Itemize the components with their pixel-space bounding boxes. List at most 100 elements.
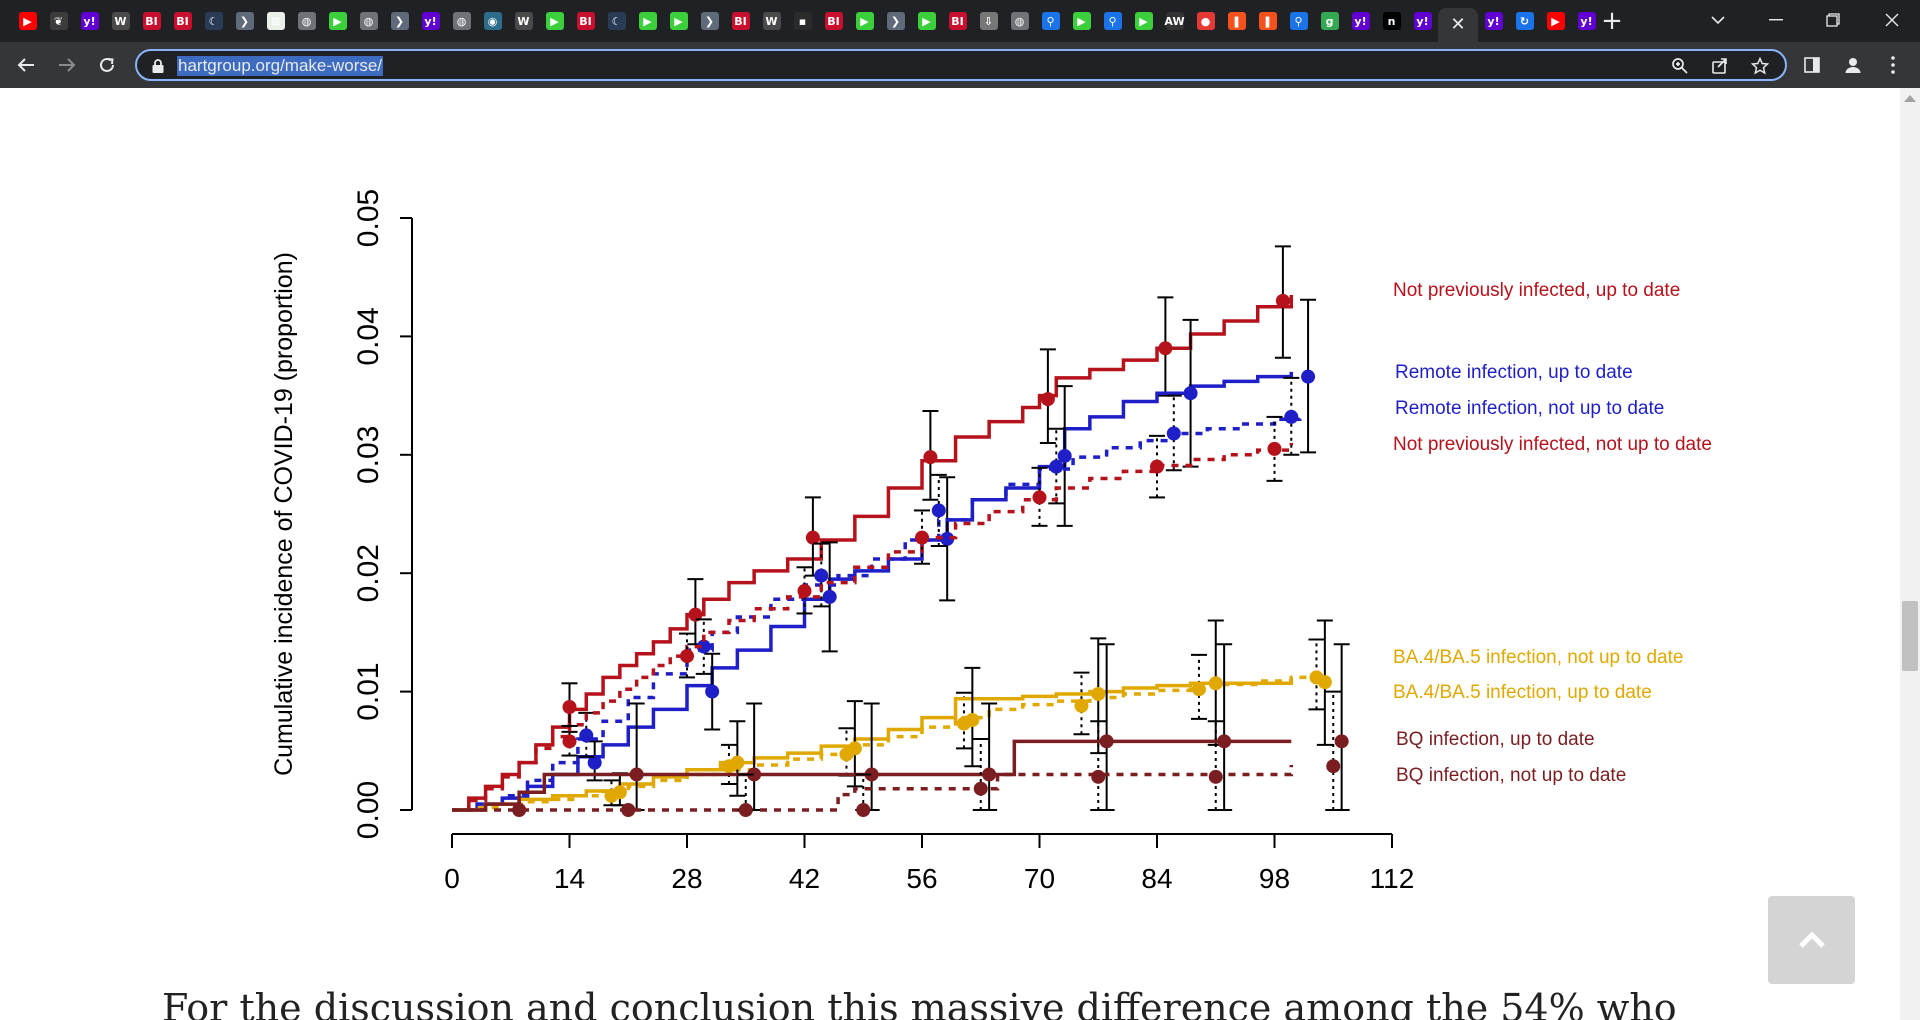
tab[interactable]: W — [105, 9, 136, 33]
arrow-left-icon — [17, 58, 34, 72]
tab[interactable]: ⚲ — [1035, 9, 1066, 33]
tab[interactable]: ▶ — [539, 9, 570, 33]
legend-entry: BQ infection, up to date — [1396, 729, 1595, 750]
tab[interactable]: y! — [1571, 9, 1602, 33]
zoom-icon — [1672, 58, 1688, 74]
tab[interactable]: y! — [1478, 9, 1509, 33]
tab[interactable]: ⚲ — [1097, 9, 1128, 33]
tab[interactable]: y! — [74, 9, 105, 33]
play-icon: ▶ — [669, 12, 688, 30]
legend-entry: BA.4/BA.5 infection, up to date — [1393, 682, 1652, 703]
address-bar[interactable]: hartgroup.org/make-worse/ — [135, 49, 1787, 81]
tab[interactable]: ☾ — [601, 9, 632, 33]
search-icon: ⚲ — [1103, 12, 1122, 30]
minimize-button[interactable] — [1748, 0, 1804, 40]
profile-button[interactable] — [1838, 50, 1868, 80]
tab[interactable]: ◍ — [1004, 9, 1035, 33]
tab[interactable]: ❦ — [43, 9, 74, 33]
tab-search-button[interactable] — [1690, 0, 1746, 40]
tab[interactable]: ❯ — [229, 9, 260, 33]
tab[interactable]: ● — [1190, 9, 1221, 33]
tab[interactable]: ▶ — [322, 9, 353, 33]
lock-icon — [152, 59, 164, 73]
bookmark-star-button[interactable] — [1749, 55, 1771, 77]
bookmark-flag-icon: ❯ — [886, 12, 905, 30]
play-icon: ▶ — [638, 12, 657, 30]
tab[interactable]: ↻ — [1509, 9, 1540, 33]
tab[interactable]: BI — [942, 9, 973, 33]
data-point — [1317, 675, 1332, 690]
tab[interactable]: ▶ — [849, 9, 880, 33]
reload-button[interactable] — [92, 50, 122, 80]
data-point — [822, 589, 837, 604]
tab[interactable]: BI — [167, 9, 198, 33]
tab[interactable]: ◍ — [446, 9, 477, 33]
data-point — [940, 531, 955, 546]
bookmark-ribbon-icon: ❚ — [1227, 12, 1246, 30]
tab[interactable]: ▶ — [12, 9, 43, 33]
star-icon — [1751, 57, 1769, 75]
restore-button[interactable] — [1805, 0, 1861, 40]
tab[interactable]: ❯ — [880, 9, 911, 33]
tab[interactable]: BI — [725, 9, 756, 33]
close-window-button[interactable] — [1864, 0, 1920, 40]
tab[interactable]: g — [1314, 9, 1345, 33]
tab[interactable]: ❚ — [1252, 9, 1283, 33]
tab[interactable]: ▶ — [632, 9, 663, 33]
data-point — [1284, 409, 1299, 424]
close-icon[interactable]: ✕ — [1450, 14, 1466, 35]
globe-icon: ◍ — [452, 12, 471, 30]
tab[interactable]: ▶ — [663, 9, 694, 33]
tab[interactable]: BI — [818, 9, 849, 33]
tab[interactable]: n — [1376, 9, 1407, 33]
bookmark-flag-icon: ❯ — [235, 12, 254, 30]
forward-button[interactable] — [52, 50, 82, 80]
tab-active[interactable]: ✕ — [1438, 8, 1478, 42]
tab[interactable]: ◍ — [353, 9, 384, 33]
series-3 — [452, 415, 1294, 812]
data-point — [1158, 341, 1173, 356]
data-point — [847, 741, 862, 756]
tab[interactable]: ⚲ — [1283, 9, 1314, 33]
tab[interactable]: ⇩ — [973, 9, 1004, 33]
tab[interactable]: ▶ — [1066, 9, 1097, 33]
scroll-up-arrow-icon[interactable] — [1904, 95, 1916, 102]
tab[interactable]: ☾ — [198, 9, 229, 33]
url-text[interactable]: hartgroup.org/make-worse/ — [177, 56, 384, 76]
tab[interactable]: y! — [1345, 9, 1376, 33]
yahoo-icon: y! — [1351, 12, 1370, 30]
zoom-button[interactable] — [1669, 55, 1691, 77]
tab[interactable]: W — [508, 9, 539, 33]
side-panel-button[interactable] — [1797, 50, 1827, 80]
series-2 — [452, 376, 1302, 812]
tab[interactable]: ❯ — [694, 9, 725, 33]
tab[interactable]: ❚ — [1221, 9, 1252, 33]
page-scrollbar[interactable] — [1900, 88, 1920, 1020]
tab[interactable]: AW — [1159, 9, 1190, 33]
data-point — [915, 530, 929, 545]
tab[interactable]: ⊠ — [260, 9, 291, 33]
tab[interactable]: W — [756, 9, 787, 33]
tab[interactable]: ▪ — [787, 9, 818, 33]
share-button[interactable] — [1709, 55, 1731, 77]
tab[interactable]: ◍ — [291, 9, 322, 33]
tab[interactable]: BI — [570, 9, 601, 33]
scrollbar-thumb[interactable] — [1902, 601, 1918, 671]
tab[interactable]: BI — [136, 9, 167, 33]
tab[interactable]: ❯ — [384, 9, 415, 33]
data-point — [1334, 734, 1349, 749]
data-point — [1208, 769, 1223, 784]
tab[interactable]: ▶ — [1540, 9, 1571, 33]
new-tab-button[interactable]: + — [1601, 6, 1623, 36]
scroll-to-top-button[interactable] — [1768, 896, 1855, 984]
tab[interactable]: ▶ — [1128, 9, 1159, 33]
tab[interactable]: y! — [1407, 9, 1438, 33]
menu-button[interactable] — [1878, 50, 1908, 80]
back-button[interactable] — [11, 50, 41, 80]
tab[interactable]: ▶ — [911, 9, 942, 33]
cumulative-incidence-chart: 0.00 0.01 0.02 0.03 0.04 0.05 0 14 28 42 56 70 84 98 1… — [270, 189, 1712, 894]
tab[interactable]: y! — [415, 9, 446, 33]
arrow-right-icon — [59, 58, 76, 72]
leaf-icon: ❦ — [49, 12, 68, 30]
tab[interactable]: ◉ — [477, 9, 508, 33]
